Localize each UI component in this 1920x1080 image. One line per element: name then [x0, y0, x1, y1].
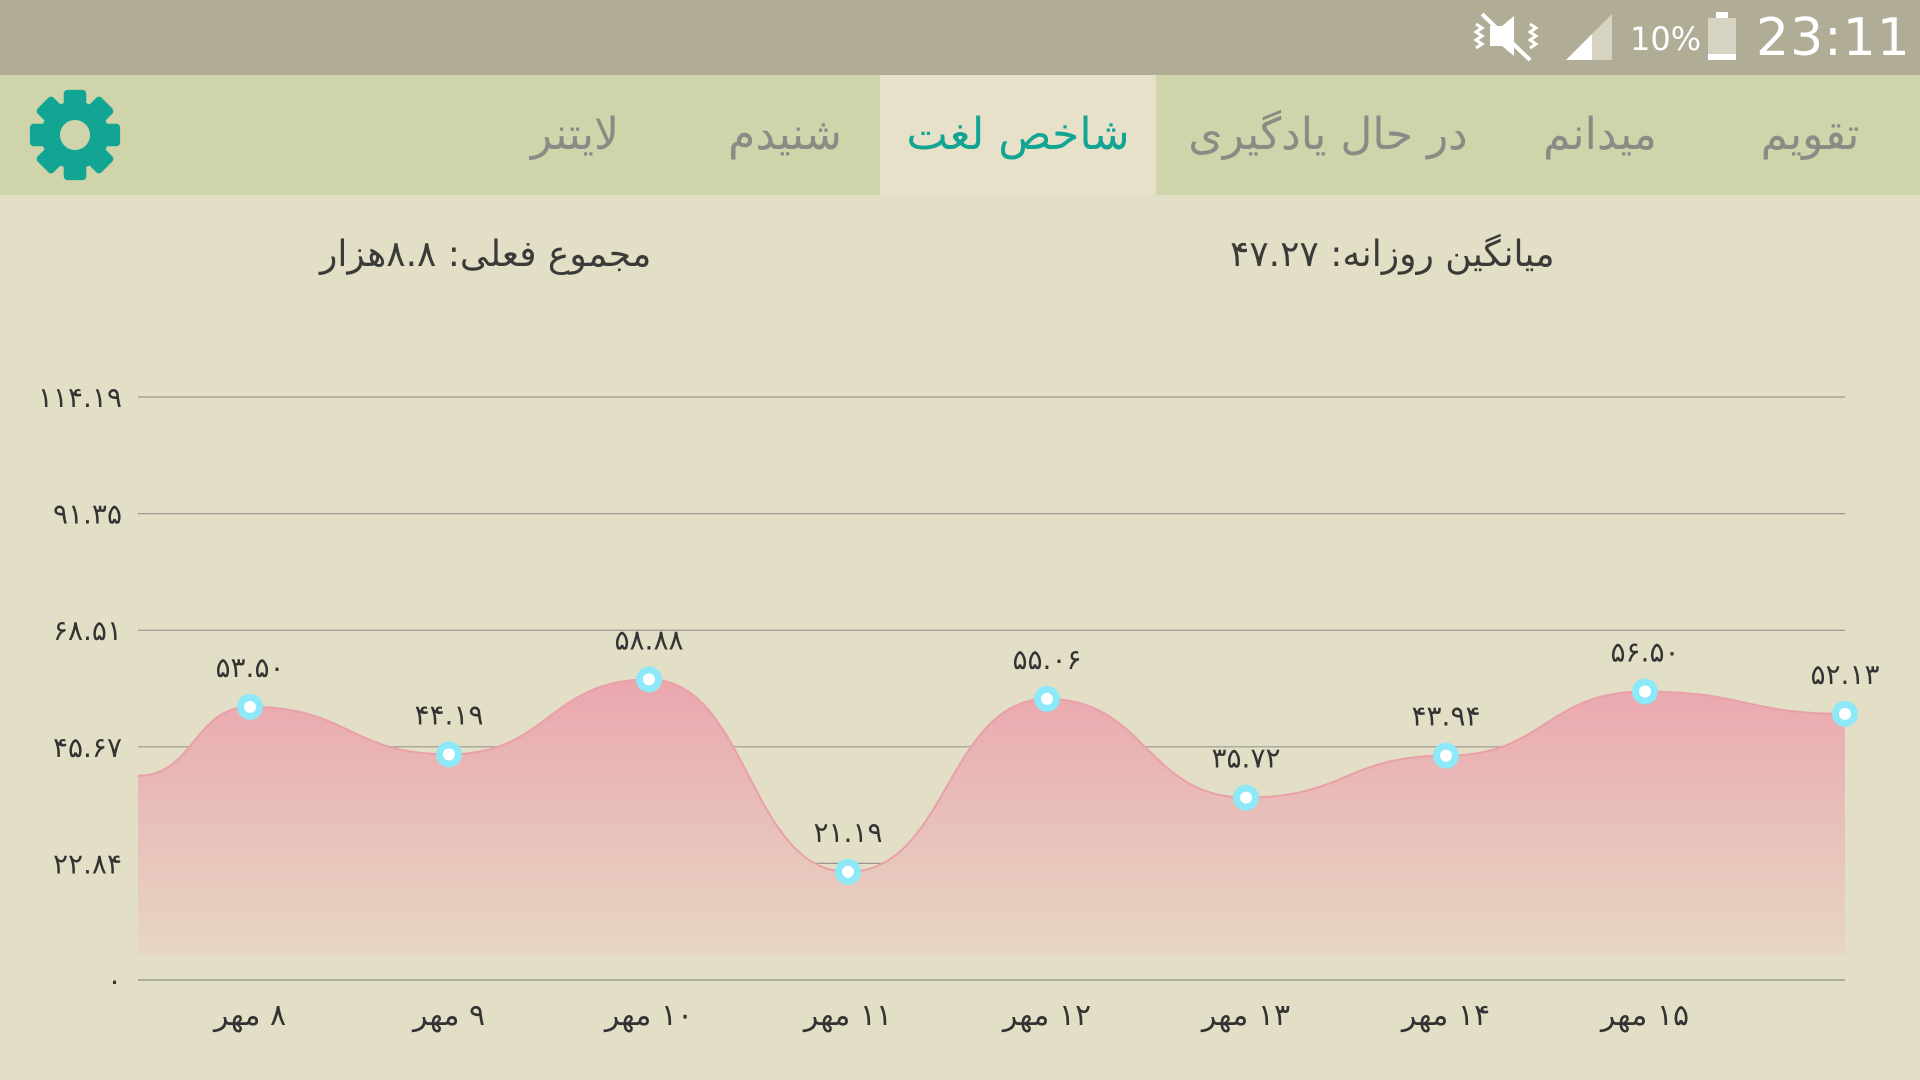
x-tick-label: ۱۴ مهر: [1400, 998, 1490, 1033]
data-point-center: [1440, 749, 1452, 762]
y-tick-label: ۱۱۴.۱۹: [38, 381, 122, 414]
data-point-center: [244, 700, 256, 713]
signal-icon: [1566, 14, 1612, 60]
data-label: ۵۳.۵۰: [215, 651, 284, 684]
y-tick-label: ۹۱.۳۵: [53, 498, 122, 531]
data-point-center: [1639, 685, 1651, 698]
data-label: ۳۵.۷۲: [1211, 742, 1280, 775]
daily-average-stat: میانگین روزانه: ۴۷.۲۷: [1230, 234, 1555, 275]
data-label: ۵۵.۰۶: [1012, 643, 1081, 676]
gear-icon[interactable]: [28, 88, 122, 182]
x-tick-label: ۱۲ مهر: [1001, 998, 1091, 1033]
tab-known[interactable]: میدانم: [1543, 109, 1657, 160]
y-tick-label: ۰: [107, 964, 122, 997]
y-tick-label: ۲۲.۸۴: [53, 847, 122, 880]
data-label: ۵۶.۵۰: [1610, 636, 1679, 669]
tab-bar: تقویم میدانم در حال یادگیری شاخص لغت شنی…: [0, 75, 1920, 195]
data-label: ۵۸.۸۸: [614, 623, 683, 656]
tab-learning[interactable]: در حال یادگیری: [1188, 109, 1468, 160]
data-point-center: [842, 865, 854, 878]
status-bar: 10% 23:11: [0, 0, 1920, 75]
x-tick-label: ۱۳ مهر: [1200, 998, 1290, 1033]
x-tick-label: ۱۵ مهر: [1599, 998, 1689, 1033]
data-point-center: [1839, 707, 1851, 720]
data-point-center: [1240, 791, 1252, 804]
data-label: ۴۴.۱۹: [414, 698, 483, 731]
tab-leitner[interactable]: لایتنر: [530, 109, 620, 160]
data-label: ۲۱.۱۹: [813, 816, 882, 849]
current-total-stat: مجموع فعلی: ۸.۸هزار: [320, 234, 652, 275]
tab-calendar[interactable]: تقویم: [1760, 109, 1860, 160]
y-tick-label: ۴۵.۶۷: [53, 731, 122, 764]
battery-percent: 10%: [1630, 20, 1702, 58]
x-tick-label: ۹ مهر: [411, 998, 485, 1033]
tab-word-index[interactable]: شاخص لغت: [880, 75, 1156, 195]
data-label: ۴۳.۹۴: [1411, 700, 1480, 733]
mute-icon: [1473, 12, 1539, 62]
x-tick-label: ۱۰ مهر: [603, 998, 693, 1033]
series-line: [137, 678, 1846, 873]
x-tick-label: ۸ مهر: [212, 998, 286, 1033]
clock: 23:11: [1756, 8, 1911, 68]
data-point-center: [643, 673, 655, 686]
tab-heard[interactable]: شنیدم: [728, 109, 842, 160]
data-point-center: [443, 748, 455, 761]
x-tick-label: ۱۱ مهر: [802, 998, 892, 1033]
area-fill: [138, 679, 1845, 955]
data-label: ۵۲.۱۳: [1810, 658, 1879, 691]
y-tick-label: ۶۸.۵۱: [53, 614, 122, 647]
battery-icon: [1708, 12, 1736, 60]
data-point-center: [1041, 692, 1053, 705]
